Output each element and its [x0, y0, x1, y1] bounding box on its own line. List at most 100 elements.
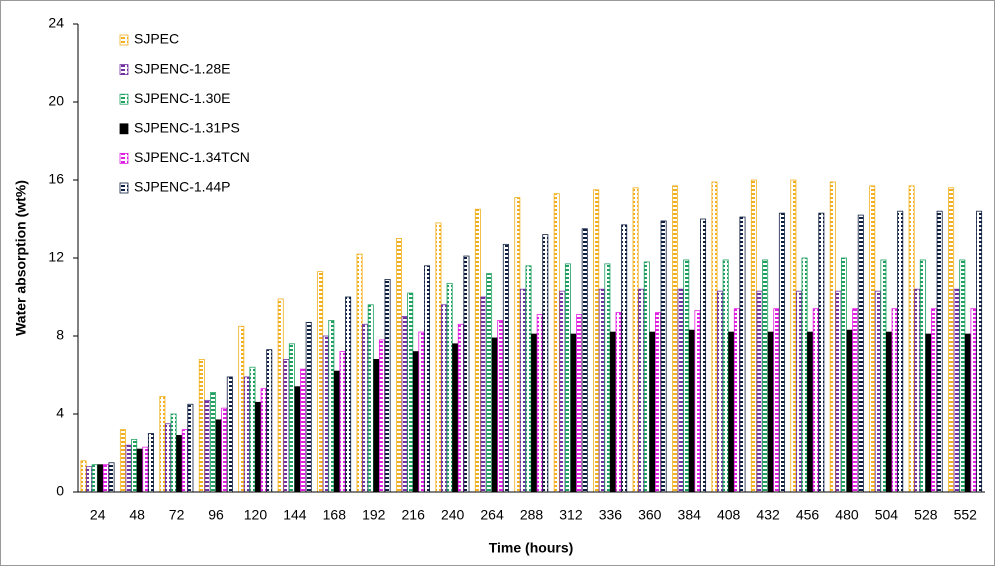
x-tick-label: 120 [244, 507, 268, 523]
bar [948, 187, 955, 493]
bar [317, 271, 324, 493]
bar [976, 210, 983, 493]
x-tick-label: 312 [559, 507, 583, 523]
bar [339, 351, 346, 493]
y-tick-label: 0 [56, 483, 64, 499]
bar [463, 255, 470, 493]
bar [131, 438, 138, 493]
legend-swatch [119, 182, 129, 194]
bar [914, 288, 921, 493]
bar [345, 296, 352, 493]
bar [660, 220, 667, 493]
bar [457, 323, 464, 493]
bar [474, 208, 481, 493]
bar [125, 444, 132, 493]
bar [570, 333, 577, 493]
bar [395, 238, 402, 493]
legend-swatch [119, 64, 129, 75]
bar [925, 333, 932, 493]
x-tick-label: 504 [875, 507, 899, 523]
y-tick-label: 16 [48, 171, 64, 187]
x-tick-label: 360 [638, 507, 662, 523]
legend-swatch [119, 152, 129, 164]
bar [97, 464, 104, 493]
bar [147, 433, 154, 493]
x-tick-label: 432 [756, 507, 780, 523]
bar [891, 308, 898, 493]
legend-swatch [119, 123, 129, 135]
x-tick-label: 240 [441, 507, 465, 523]
y-tick-label: 20 [48, 93, 64, 109]
bar [249, 366, 256, 493]
bar [593, 189, 600, 493]
x-tick-label: 168 [323, 507, 347, 523]
legend-label: SJPENC-1.28E [134, 60, 230, 76]
bar [91, 464, 98, 493]
bar [807, 331, 814, 493]
bar [953, 288, 960, 493]
bar [119, 429, 126, 493]
bar [908, 185, 915, 493]
x-tick-label: 192 [362, 507, 386, 523]
bar [649, 331, 656, 493]
bar [717, 290, 724, 493]
bar [677, 288, 684, 493]
bar [778, 212, 785, 493]
bar [142, 446, 149, 493]
bar [333, 370, 340, 493]
bar [401, 316, 408, 493]
x-tick-label: 216 [402, 507, 426, 523]
x-tick-label: 528 [914, 507, 938, 523]
bar [970, 308, 977, 493]
bar [159, 396, 166, 493]
bar [536, 314, 543, 493]
bar [756, 290, 763, 493]
bar [378, 339, 385, 493]
bar [283, 358, 290, 493]
bar [441, 304, 448, 493]
bar [305, 321, 312, 493]
bar [564, 263, 571, 493]
bar [857, 214, 864, 493]
bar [576, 314, 583, 493]
bar [688, 329, 695, 493]
bar [446, 282, 453, 493]
bar [238, 325, 245, 493]
bar [198, 358, 205, 493]
bar [643, 261, 650, 493]
bar [266, 349, 273, 493]
bar [502, 243, 509, 493]
bar [609, 331, 616, 493]
bar [621, 224, 628, 493]
bar [170, 413, 177, 493]
bar [435, 222, 442, 493]
bar [226, 376, 233, 493]
bar [215, 419, 222, 493]
bar [322, 335, 329, 493]
bar [176, 435, 183, 493]
bar [812, 308, 819, 493]
bar [362, 323, 369, 493]
x-tick-label: 144 [283, 507, 307, 523]
x-tick-label: 456 [796, 507, 820, 523]
bar [581, 228, 588, 493]
y-tick-label: 12 [48, 249, 64, 265]
y-tick-label: 4 [56, 405, 64, 421]
bar [221, 407, 228, 493]
bar [542, 234, 549, 493]
bar [210, 392, 217, 493]
bar [255, 401, 262, 493]
bar [739, 216, 746, 493]
bar [919, 259, 926, 493]
bar [694, 310, 701, 493]
bar [452, 343, 459, 493]
bar [801, 257, 808, 493]
bar [762, 259, 769, 493]
x-tick-label: 24 [90, 507, 106, 523]
bar [514, 197, 521, 493]
bar [277, 298, 284, 493]
bar [795, 290, 802, 493]
bar [897, 210, 904, 493]
bar [486, 273, 493, 493]
